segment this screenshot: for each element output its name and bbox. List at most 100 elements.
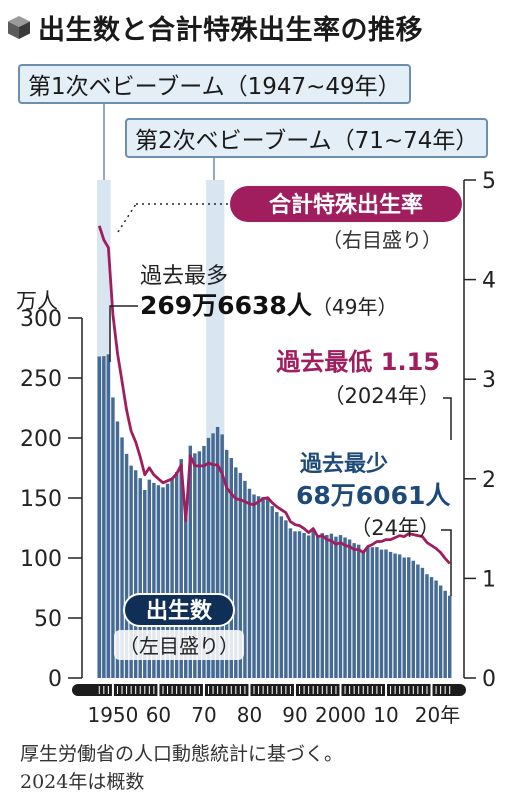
births-bar bbox=[411, 560, 416, 678]
tfr-legend-label: 合計特殊出生率 bbox=[269, 192, 423, 218]
births-bar bbox=[197, 451, 202, 678]
births-bar bbox=[247, 488, 252, 678]
births-bar bbox=[133, 470, 138, 678]
births-bar bbox=[338, 535, 343, 678]
tfr-leader-dots bbox=[117, 203, 137, 233]
births-bar bbox=[211, 433, 215, 678]
births-bar bbox=[115, 421, 120, 678]
births-bar bbox=[234, 467, 238, 678]
births-bar bbox=[170, 478, 174, 678]
births-bar bbox=[275, 512, 279, 678]
births-legend-sub: （左目盛り） bbox=[119, 634, 239, 658]
births-bar bbox=[111, 397, 115, 678]
left-tick-label: 100 bbox=[20, 547, 62, 572]
right-tick-label: 3 bbox=[482, 368, 496, 393]
births-bar bbox=[215, 426, 220, 678]
births-bar bbox=[375, 547, 379, 678]
births-bar bbox=[370, 547, 375, 678]
births-bar bbox=[261, 496, 265, 678]
births-bar bbox=[352, 543, 356, 678]
births-bar bbox=[256, 496, 261, 678]
births-bar bbox=[420, 567, 425, 678]
births-bar bbox=[388, 551, 393, 678]
right-tick-label: 1 bbox=[482, 567, 496, 592]
x-tick-label: 90 bbox=[282, 703, 307, 727]
right-tick-label: 0 bbox=[482, 667, 496, 692]
births-bar bbox=[320, 533, 325, 678]
births-bar bbox=[165, 483, 170, 678]
right-tick-label: 2 bbox=[482, 468, 496, 493]
second-baby-boom-label: 第2次ベビーブーム（71~74年） bbox=[125, 118, 489, 158]
cube-icon bbox=[8, 16, 30, 39]
min-tfr-title: 過去最低 1.15 bbox=[276, 348, 440, 376]
births-bar bbox=[384, 549, 388, 678]
left-tick-label: 300 bbox=[20, 307, 62, 332]
births-bar bbox=[293, 531, 297, 678]
births-bar bbox=[188, 445, 193, 678]
births-bar bbox=[138, 478, 142, 678]
tfr-legend-sub: （右目盛り） bbox=[322, 228, 442, 252]
births-bar bbox=[174, 471, 179, 678]
min-births-value: 68万6061人 bbox=[296, 481, 450, 510]
x-tick-label: 70 bbox=[191, 703, 216, 727]
births-bar bbox=[356, 544, 361, 678]
baby-boom-band bbox=[206, 180, 225, 678]
births-bar bbox=[402, 557, 406, 678]
births-bar bbox=[416, 564, 420, 678]
births-legend-pill bbox=[123, 593, 235, 627]
x-tick-label: 10 bbox=[373, 703, 398, 727]
births-bar bbox=[102, 356, 106, 678]
source-note-line1: 厚生労働省の人口動態統計に基づく。 bbox=[20, 743, 344, 765]
births-bar bbox=[397, 554, 402, 678]
x-tick-label: 20年 bbox=[415, 703, 460, 727]
births-bar bbox=[425, 574, 429, 678]
births-bar bbox=[243, 480, 247, 678]
births-bar bbox=[206, 437, 211, 678]
births-bar bbox=[124, 453, 129, 678]
title-row: 出生数と合計特殊出生率の推移 bbox=[6, 8, 423, 46]
births-bar bbox=[284, 520, 288, 678]
births-bar bbox=[334, 536, 338, 678]
births-bar bbox=[179, 459, 183, 678]
births-bar bbox=[407, 557, 411, 678]
max-births-title: 過去最多 bbox=[140, 264, 228, 289]
births-bar bbox=[329, 533, 334, 678]
births-bar bbox=[156, 485, 161, 678]
left-tick-label: 150 bbox=[20, 487, 62, 512]
births-bar bbox=[302, 532, 306, 678]
births-legend-label: 出生数 bbox=[146, 598, 213, 624]
min-births-leader bbox=[441, 529, 452, 596]
births-bar bbox=[106, 354, 111, 678]
births-bar bbox=[434, 580, 438, 678]
right-tick-label: 4 bbox=[482, 269, 496, 294]
births-bar bbox=[306, 535, 311, 678]
x-tick-label: 60 bbox=[146, 703, 171, 727]
births-bar bbox=[366, 546, 370, 678]
births-legend-sub-bg bbox=[114, 630, 244, 660]
births-bar bbox=[361, 550, 365, 678]
min-births-title: 過去最少 bbox=[300, 451, 388, 477]
source-note-line2: 2024年は概数 bbox=[20, 771, 145, 793]
births-bar bbox=[161, 487, 165, 678]
births-bar bbox=[316, 535, 320, 678]
births-bar bbox=[120, 437, 124, 678]
max-births-value: 269万6638人 bbox=[140, 291, 312, 320]
births-bar bbox=[279, 516, 284, 678]
births-bar bbox=[202, 445, 206, 678]
tfr-line bbox=[97, 225, 451, 565]
births-bar bbox=[393, 553, 397, 678]
births-bar bbox=[379, 549, 384, 678]
births-bar bbox=[224, 449, 229, 678]
births-bar bbox=[238, 472, 243, 678]
tfr-legend-pill bbox=[230, 186, 462, 222]
births-bar bbox=[347, 539, 352, 678]
first-baby-boom-label: 第1次ベビーブーム（1947~49年） bbox=[18, 64, 411, 104]
left-tick-label: 0 bbox=[48, 667, 62, 692]
max-births-leader bbox=[109, 305, 138, 362]
max-births-year: （49年） bbox=[312, 295, 397, 319]
births-bar bbox=[447, 595, 452, 678]
births-bar bbox=[343, 537, 347, 678]
births-bar bbox=[193, 453, 197, 678]
births-bar bbox=[297, 531, 302, 678]
